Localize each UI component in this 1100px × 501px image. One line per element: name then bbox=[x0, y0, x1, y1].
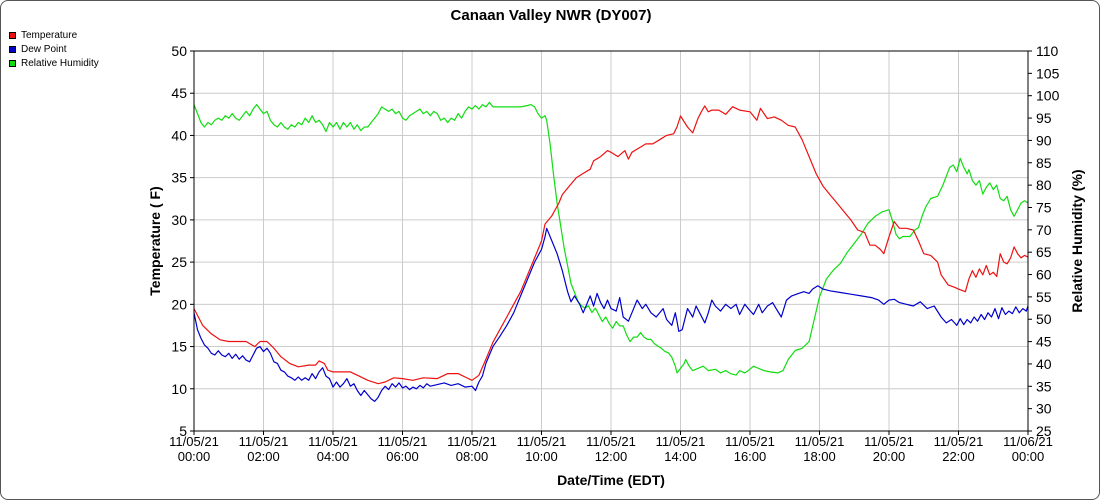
right-tick-label: 40 bbox=[1036, 356, 1052, 372]
chart-title: Canaan Valley NWR (DY007) bbox=[451, 7, 652, 24]
x-tick-label-date: 11/05/21 bbox=[169, 434, 219, 449]
legend-item-relative-humidity: Relative Humidity bbox=[9, 56, 99, 70]
left-tick-label: 50 bbox=[171, 43, 187, 59]
right-tick-label: 25 bbox=[1036, 423, 1052, 439]
right-tick-label: 90 bbox=[1036, 132, 1052, 148]
right-tick-label: 65 bbox=[1036, 244, 1052, 260]
legend-swatch-relative-humidity bbox=[9, 59, 16, 67]
x-tick-label-time: 16:00 bbox=[734, 449, 767, 464]
right-axis-ticks: 25 30 35 40 45 50 55 60 65 70 75 80 85 90 95 100 105 110 bbox=[1028, 43, 1060, 439]
legend: Temperature Dew Point Relative Humidity bbox=[9, 28, 99, 70]
x-tick-label-date: 11/05/21 bbox=[378, 434, 428, 449]
x-axis-label: Date/Time (EDT) bbox=[557, 472, 665, 488]
x-tick-label-time: 00:00 bbox=[178, 449, 211, 464]
legend-swatch-dew-point bbox=[9, 45, 16, 53]
x-tick-label-time: 22:00 bbox=[942, 449, 975, 464]
x-tick-label-time: 04:00 bbox=[317, 449, 350, 464]
right-tick-label: 95 bbox=[1036, 110, 1052, 126]
x-tick-label-time: 02:00 bbox=[247, 449, 280, 464]
right-tick-label: 70 bbox=[1036, 222, 1052, 238]
right-tick-label: 30 bbox=[1036, 401, 1052, 417]
x-tick-label-time: 20:00 bbox=[873, 449, 906, 464]
x-tick-label-time: 00:00 bbox=[1012, 449, 1045, 464]
x-tick-label-date: 11/05/21 bbox=[586, 434, 636, 449]
x-tick-label-date: 11/05/21 bbox=[725, 434, 775, 449]
x-tick-label-date: 11/05/21 bbox=[239, 434, 289, 449]
left-tick-label: 15 bbox=[171, 339, 187, 355]
x-tick-label-time: 18:00 bbox=[803, 449, 836, 464]
x-tick-label-time: 12:00 bbox=[595, 449, 628, 464]
x-tick-label-date: 11/05/21 bbox=[447, 434, 497, 449]
right-tick-label: 80 bbox=[1036, 177, 1052, 193]
x-tick-label-date: 11/06/21 bbox=[1003, 434, 1053, 449]
right-tick-label: 35 bbox=[1036, 378, 1052, 394]
left-tick-label: 30 bbox=[171, 212, 187, 228]
legend-label-relative-humidity: Relative Humidity bbox=[21, 57, 99, 69]
right-tick-label: 110 bbox=[1036, 43, 1059, 59]
left-tick-label: 20 bbox=[171, 296, 187, 312]
left-tick-label: 25 bbox=[171, 254, 187, 270]
left-tick-label: 35 bbox=[171, 170, 187, 186]
left-tick-label: 5 bbox=[179, 423, 187, 439]
x-tick-label-date: 11/05/21 bbox=[864, 434, 914, 449]
right-tick-label: 60 bbox=[1036, 267, 1052, 283]
legend-swatch-temperature bbox=[9, 31, 16, 39]
right-tick-label: 45 bbox=[1036, 334, 1052, 350]
legend-item-dew-point: Dew Point bbox=[9, 42, 99, 56]
x-tick-label-date: 11/05/21 bbox=[795, 434, 845, 449]
left-axis-ticks: 5 10 15 20 25 30 35 40 45 50 bbox=[171, 43, 194, 439]
series-line-relative-humidity bbox=[193, 101, 1029, 376]
legend-label-dew-point: Dew Point bbox=[21, 43, 67, 55]
x-tick-label-time: 10:00 bbox=[525, 449, 558, 464]
x-axis-ticks: 11/05/2100:0011/05/2102:0011/05/2104:001… bbox=[169, 431, 1053, 464]
grid-lines bbox=[193, 50, 1029, 432]
right-tick-label: 50 bbox=[1036, 311, 1052, 327]
x-tick-label-date: 11/05/21 bbox=[656, 434, 706, 449]
left-tick-label: 45 bbox=[171, 85, 187, 101]
right-tick-label: 55 bbox=[1036, 289, 1052, 305]
series-line-dew-point bbox=[193, 227, 1029, 402]
left-axis-label: Temperature ( F) bbox=[147, 186, 163, 295]
x-tick-label-date: 11/05/21 bbox=[517, 434, 567, 449]
left-tick-label: 40 bbox=[171, 127, 187, 143]
x-tick-label-date: 11/05/21 bbox=[308, 434, 358, 449]
right-tick-label: 75 bbox=[1036, 199, 1052, 215]
legend-label-temperature: Temperature bbox=[21, 29, 78, 41]
left-tick-label: 10 bbox=[171, 381, 187, 397]
x-tick-label-time: 14:00 bbox=[664, 449, 697, 464]
right-axis-label: Relative Humidity (%) bbox=[1069, 169, 1085, 312]
series-layer bbox=[193, 101, 1029, 402]
right-tick-label: 100 bbox=[1036, 88, 1060, 104]
right-tick-label: 85 bbox=[1036, 155, 1052, 171]
legend-item-temperature: Temperature bbox=[9, 28, 99, 42]
x-tick-label-time: 06:00 bbox=[386, 449, 419, 464]
x-tick-label-time: 08:00 bbox=[456, 449, 489, 464]
x-tick-label-date: 11/05/21 bbox=[934, 434, 984, 449]
series-line-temperature bbox=[193, 105, 1029, 385]
right-tick-label: 105 bbox=[1036, 65, 1060, 81]
